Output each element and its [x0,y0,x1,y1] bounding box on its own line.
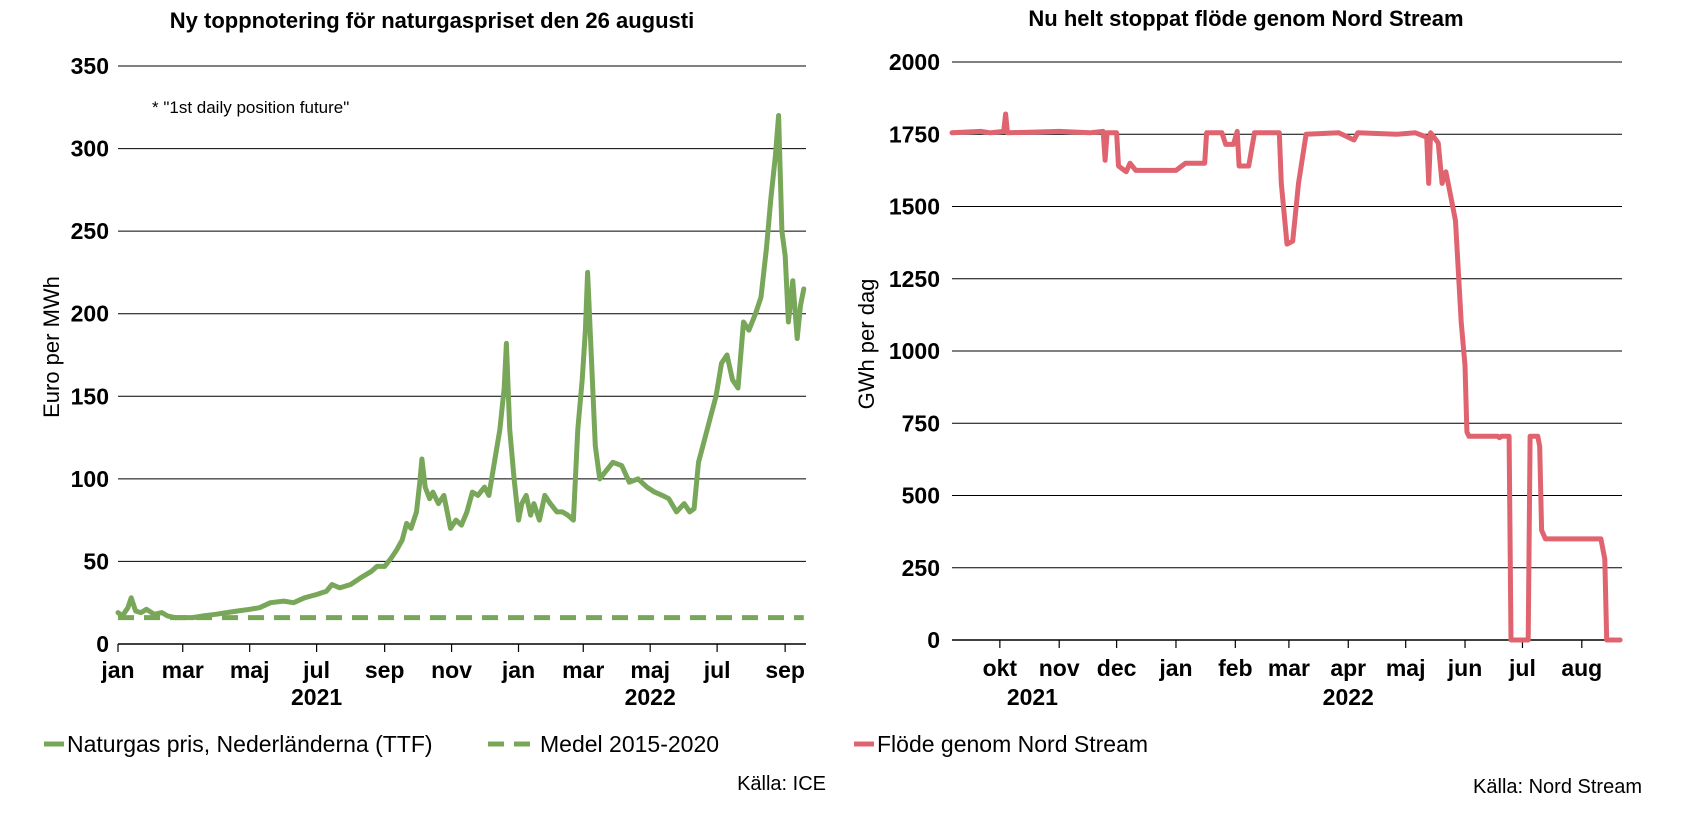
y-tick-label-1500: 1500 [889,194,940,220]
x-tick-label-dec: dec [1097,655,1137,681]
y-tick-label-250: 250 [71,218,109,244]
x-tick-label-mar: mar [562,657,604,683]
x-tick-label-aug: aug [1561,655,1602,681]
y-tick-label-0: 0 [927,627,940,653]
x-tick-label-jul: jul [1508,655,1536,681]
nord-stream-chart-legend: Flöde genom Nord Stream [854,731,1148,757]
y-tick-label-0: 0 [96,631,109,657]
series-line-0 [115,113,807,621]
gas-price-chart-y-axis-label: Euro per MWh [39,276,64,418]
gas-price-chart: Ny toppnotering för naturgaspriset den 2… [39,8,826,795]
y-tick-label-50: 50 [83,548,109,574]
year-label-2022: 2022 [625,684,676,710]
x-tick-label-maj: maj [630,657,670,683]
x-tick-label-maj: maj [230,657,270,683]
y-tick-label-750: 750 [902,410,940,436]
x-tick-label-sep: sep [365,657,405,683]
nord-stream-chart-y-axis-label: GWh per dag [854,279,879,410]
y-tick-label-300: 300 [71,136,109,162]
nord-stream-chart-source: Källa: Nord Stream [1473,776,1642,798]
year-label-2021: 2021 [1007,684,1058,710]
year-label-2021: 2021 [291,684,342,710]
gas-price-chart-y-ticks: 0 50 100 150 200 250 300 350 [71,53,109,657]
y-tick-label-150: 150 [71,383,109,409]
x-tick-label-okt: okt [983,655,1018,681]
nord-stream-chart-y-ticks: 0 250 500 750 1000 1250 1500 1750 2000 [889,49,940,653]
y-tick-label-1000: 1000 [889,338,940,364]
legend-label-average: Medel 2015-2020 [540,731,719,757]
nord-stream-chart-series [949,111,1623,643]
x-tick-label-mar: mar [162,657,204,683]
nord-stream-chart-gridlines [952,61,1622,641]
legend-label-nord-stream: Flöde genom Nord Stream [877,731,1148,757]
x-tick-label-feb: feb [1218,655,1253,681]
legend-label-ttf: Naturgas pris, Nederländerna (TTF) [67,731,433,757]
nord-stream-chart-x-ticks: okt nov dec jan feb mar apr maj jun jul aug 2021 202… [983,640,1602,710]
y-tick-label-200: 200 [71,301,109,327]
gas-price-chart-series [115,113,807,621]
x-tick-label-sep: sep [765,657,805,683]
x-tick-label-nov: nov [1039,655,1080,681]
x-tick-label-jul: jul [703,657,731,683]
y-tick-label-500: 500 [902,483,940,509]
y-tick-label-1250: 1250 [889,266,940,292]
gas-price-chart-annotation: * "1st daily position future" [152,98,349,117]
x-tick-label-mar: mar [1268,655,1310,681]
x-tick-label-maj: maj [1386,655,1426,681]
y-tick-label-350: 350 [71,53,109,79]
x-tick-label-jan: jan [100,657,134,683]
gas-price-chart-title: Ny toppnotering för naturgaspriset den 2… [170,8,694,33]
x-tick-label-jun: jun [1447,655,1483,681]
year-label-2022: 2022 [1323,684,1374,710]
x-tick-label-jan: jan [1158,655,1192,681]
y-tick-label-2000: 2000 [889,49,940,75]
gas-price-chart-legend: Naturgas pris, Nederländerna (TTF) Medel… [44,731,719,757]
x-tick-label-jan: jan [501,657,535,683]
x-tick-label-apr: apr [1330,655,1366,681]
y-tick-label-100: 100 [71,466,109,492]
nord-stream-flow-chart: Nu helt stoppat flöde genom Nord Stream … [854,6,1642,798]
gas-price-chart-source: Källa: ICE [737,773,826,795]
nord-stream-chart-title: Nu helt stoppat flöde genom Nord Stream [1028,6,1463,31]
gas-price-chart-gridlines [118,65,806,645]
x-tick-label-jul: jul [302,657,330,683]
x-tick-label-nov: nov [431,657,472,683]
series-line-0 [949,111,1623,643]
y-tick-label-250: 250 [902,555,940,581]
y-tick-label-1750: 1750 [889,121,940,147]
